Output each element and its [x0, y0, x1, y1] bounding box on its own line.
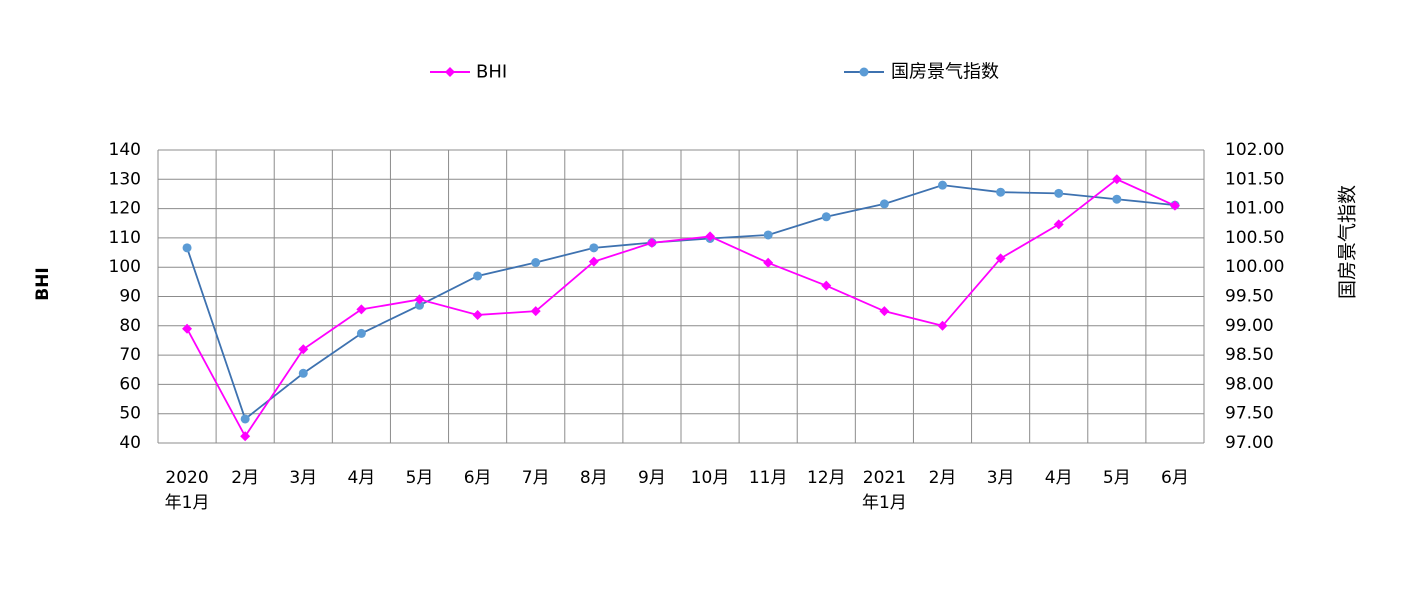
bhi-point	[240, 431, 251, 442]
bhi-point	[879, 306, 890, 317]
x-tick-label: 4月	[1045, 468, 1073, 488]
y-left-tick-label: 40	[119, 433, 141, 453]
housing-index-point	[415, 300, 424, 310]
y-right-tick-label: 100.00	[1225, 257, 1284, 277]
x-tick-label: 5月	[406, 468, 434, 488]
housing-index-point	[938, 180, 947, 190]
x-tick-label: 6月	[1161, 468, 1189, 488]
y-right-tick-label: 99.50	[1225, 287, 1274, 307]
housing-index-point	[763, 230, 773, 240]
axis-ticks: 40 50 60 70 80 90 100 110 120 130 140 97.00 97.50 98.…	[109, 140, 1285, 513]
housing-index-point	[531, 258, 541, 268]
housing-index-point	[240, 414, 250, 424]
housing-index-point	[473, 271, 483, 281]
y-right-tick-label: 97.50	[1225, 404, 1274, 424]
x-tick-label: 2020	[165, 468, 208, 488]
y-right-tick-label: 98.50	[1225, 345, 1274, 365]
y-right-tick-label: 102.00	[1225, 140, 1284, 160]
bhi-point	[588, 256, 599, 267]
x-tick-label: 3月	[987, 468, 1015, 488]
housing-index-point	[182, 243, 192, 253]
x-tick-label: 2021	[863, 468, 906, 488]
housing-index-point	[298, 368, 308, 378]
bhi-point	[530, 306, 541, 317]
y-right-tick-label: 97.00	[1225, 433, 1274, 453]
y-right-tick-label: 101.00	[1225, 199, 1284, 219]
bhi-point	[1111, 174, 1122, 185]
x-tick-label: 6月	[464, 468, 492, 488]
y-left-tick-label: 50	[119, 404, 141, 424]
y-left-tick-label: 90	[119, 287, 141, 307]
x-tick-label: 11月	[749, 468, 788, 488]
bhi-point	[414, 294, 425, 305]
legend-bhi-label: BHI	[476, 62, 507, 83]
x-tick-label-line2: 年1月	[165, 493, 210, 513]
y-left-tick-label: 100	[109, 257, 141, 277]
y-left-tick-label: 70	[119, 345, 141, 365]
housing-index-point	[996, 187, 1006, 197]
y-left-tick-label: 80	[119, 316, 141, 336]
x-tick-label: 12月	[807, 468, 846, 488]
series-line-bhi	[186, 178, 1176, 439]
housing-index-point	[356, 328, 366, 338]
x-tick-label: 9月	[638, 468, 666, 488]
bhi-point	[472, 309, 483, 320]
x-tick-label: 10月	[691, 468, 730, 488]
y-left-tick-label: 120	[109, 199, 141, 219]
bhi-point	[298, 344, 309, 355]
x-tick-label: 3月	[289, 468, 317, 488]
x-tick-label: 5月	[1103, 468, 1131, 488]
x-tick-label-line2: 年1月	[862, 493, 907, 513]
bhi-point	[937, 320, 948, 331]
legend: BHI 国房景气指数	[430, 62, 999, 83]
y-right-tick-label: 100.50	[1225, 228, 1284, 248]
housing-index-point	[821, 212, 831, 222]
y-axis-left-title: BHI	[33, 267, 53, 301]
bhi-point	[1169, 200, 1180, 211]
x-tick-label: 7月	[522, 468, 550, 488]
y-axis-right-title: 国房景气指数	[1337, 185, 1359, 299]
y-left-tick-label: 140	[109, 140, 141, 160]
bhi-point	[182, 323, 193, 334]
y-left-tick-label: 130	[109, 169, 141, 189]
y-left-tick-label: 60	[119, 374, 141, 394]
y-right-tick-label: 99.00	[1225, 316, 1274, 336]
y-right-tick-label: 98.00	[1225, 374, 1274, 394]
x-tick-label: 4月	[347, 468, 375, 488]
housing-index-point	[1112, 194, 1122, 204]
x-tick-label: 2月	[929, 468, 957, 488]
housing-index-point	[879, 199, 889, 209]
legend-housing-index-marker	[859, 67, 869, 77]
bhi-point	[821, 280, 832, 291]
bhi-point	[763, 257, 774, 268]
housing-index-point	[589, 243, 599, 253]
bhi-point	[356, 304, 367, 315]
x-tick-label: 8月	[580, 468, 608, 488]
y-right-tick-label: 101.50	[1225, 169, 1284, 189]
bhi-point	[995, 253, 1006, 264]
bhi-point	[646, 237, 657, 248]
legend-bhi-marker	[445, 67, 455, 77]
y-left-tick-label: 110	[109, 228, 141, 248]
bhi-point	[705, 231, 716, 242]
legend-housing-index-label: 国房景气指数	[891, 62, 999, 83]
x-tick-label: 2月	[231, 468, 259, 488]
bhi-point	[1053, 219, 1064, 230]
plot-series	[182, 174, 1180, 442]
housing-index-point	[1054, 188, 1064, 198]
